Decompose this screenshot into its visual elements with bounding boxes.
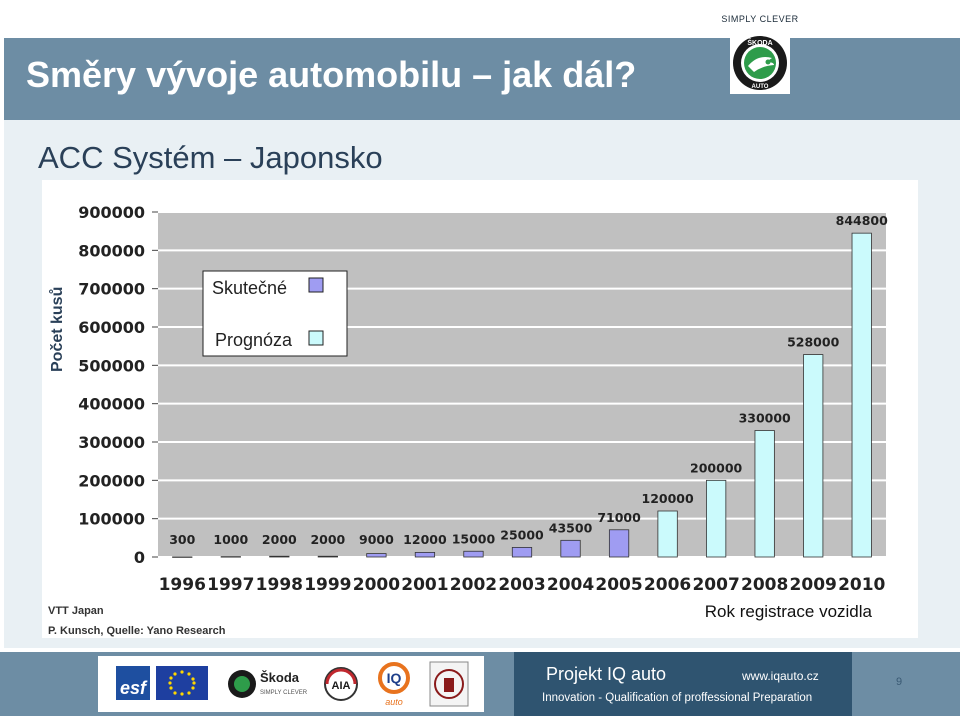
y-tick-label: 300000 bbox=[78, 433, 145, 452]
x-tick-label: 2009 bbox=[790, 575, 837, 595]
bar-layer bbox=[172, 232, 872, 558]
legend-label: Skutečné bbox=[212, 278, 287, 298]
page-number: 9 bbox=[896, 676, 903, 688]
project-tagline: Innovation - Qualification of proffessio… bbox=[542, 692, 813, 704]
legend-swatch bbox=[308, 330, 324, 346]
bar-2001 bbox=[414, 552, 436, 558]
data-label: 300 bbox=[169, 532, 195, 547]
bar-1997 bbox=[220, 556, 241, 558]
header-bar: Směry vývoje automobilu – jak dál? bbox=[4, 38, 960, 120]
bar-1996 bbox=[172, 556, 193, 558]
eu-flag-icon bbox=[156, 666, 208, 700]
partner-logos: esf Škoda SIMPLY CLEVER AIA bbox=[98, 656, 484, 712]
x-tick-label: 2005 bbox=[595, 575, 642, 595]
label-layer: 1996300199710001998200019992000200090002… bbox=[159, 213, 889, 595]
y-tick-label: 500000 bbox=[78, 356, 145, 375]
data-label: 2000 bbox=[310, 532, 345, 547]
source-note-2: P. Kunsch, Quelle: Yano Research bbox=[48, 625, 226, 637]
x-tick-label: 2010 bbox=[838, 575, 885, 595]
logo-top-text: ŠKODA bbox=[747, 38, 772, 47]
slide-subtitle: ACC Systém – Japonsko bbox=[38, 140, 383, 175]
y-tick-label: 800000 bbox=[78, 241, 145, 260]
legend-label: Prognóza bbox=[215, 330, 293, 350]
iq-auto-logo: IQ auto bbox=[378, 662, 410, 707]
y-tick-label: 600000 bbox=[78, 318, 145, 337]
bar-1998 bbox=[269, 555, 290, 558]
data-label: 1000 bbox=[213, 532, 248, 547]
legend: Skutečné Prognóza bbox=[202, 270, 348, 357]
bar-2005 bbox=[608, 529, 630, 558]
x-tick-label: 1996 bbox=[159, 575, 206, 595]
x-tick-label: 2008 bbox=[741, 575, 788, 595]
skoda-small-logo: Škoda SIMPLY CLEVER bbox=[228, 670, 308, 698]
x-tick-label: 2003 bbox=[498, 575, 545, 595]
data-label: 9000 bbox=[359, 532, 394, 547]
data-label: 120000 bbox=[642, 491, 694, 506]
logo-bottom-text: AUTO bbox=[752, 84, 769, 90]
bar-2008 bbox=[754, 430, 775, 558]
bar-2009 bbox=[803, 354, 824, 558]
footer-bar: esf Škoda SIMPLY CLEVER AIA bbox=[0, 652, 960, 716]
data-label: 528000 bbox=[787, 335, 839, 350]
project-name: Projekt IQ auto bbox=[546, 664, 667, 684]
plot-layer bbox=[158, 211, 886, 558]
x-tick-label: 2007 bbox=[692, 575, 739, 595]
y-tick-label: 400000 bbox=[78, 395, 145, 414]
bar-2007 bbox=[706, 479, 727, 558]
data-label: 25000 bbox=[500, 527, 544, 542]
data-label: 2000 bbox=[262, 532, 297, 547]
x-tick-label: 1998 bbox=[256, 575, 303, 595]
slogan: SIMPLY CLEVER bbox=[721, 14, 799, 24]
bar-1999 bbox=[317, 555, 338, 558]
x-tick-label: 2001 bbox=[401, 575, 448, 595]
plot-area bbox=[158, 212, 886, 557]
skoda-small-name: Škoda bbox=[260, 670, 300, 685]
bar-2002 bbox=[463, 550, 484, 558]
legend-swatch bbox=[308, 277, 324, 293]
bar-2006 bbox=[657, 510, 678, 558]
data-label: 200000 bbox=[690, 460, 742, 475]
iq-text: IQ bbox=[387, 670, 402, 686]
x-tick-label: 2000 bbox=[353, 575, 400, 595]
x-tick-label: 1997 bbox=[207, 575, 254, 595]
skoda-logo: ŠKODA AUTO bbox=[728, 32, 792, 94]
data-label: 330000 bbox=[739, 411, 791, 426]
footer-project-box: Projekt IQ auto www.iqauto.cz Innovation… bbox=[514, 652, 852, 716]
aia-logo: AIA bbox=[324, 667, 358, 701]
bar-2003 bbox=[511, 547, 533, 558]
y-tick-label: 900000 bbox=[78, 203, 145, 222]
x-tick-label: 1999 bbox=[304, 575, 351, 595]
data-label: 12000 bbox=[403, 532, 447, 547]
bar-2000 bbox=[366, 553, 387, 558]
y-tick-label: 700000 bbox=[78, 280, 145, 299]
source-note-1: VTT Japan bbox=[48, 605, 104, 617]
project-website[interactable]: www.iqauto.cz bbox=[742, 669, 819, 683]
tick-layer: 0 100000 200000 300000 400000 500000 600000 700… bbox=[78, 203, 158, 567]
bar-2004 bbox=[560, 539, 581, 558]
data-label: 15000 bbox=[452, 531, 496, 546]
esf-text: esf bbox=[120, 678, 148, 698]
skoda-small-sub: SIMPLY CLEVER bbox=[260, 690, 308, 696]
university-seal-icon bbox=[429, 661, 469, 707]
slide-title: Směry vývoje automobilu – jak dál? bbox=[26, 54, 637, 95]
data-label: 43500 bbox=[549, 520, 593, 535]
x-axis-label: Rok registrace vozidla bbox=[705, 602, 873, 621]
y-tick-label: 100000 bbox=[78, 510, 145, 529]
x-tick-label: 2006 bbox=[644, 575, 691, 595]
data-label: 844800 bbox=[836, 213, 888, 228]
bar-2010 bbox=[851, 232, 872, 558]
x-tick-label: 2004 bbox=[547, 575, 594, 595]
x-tick-label: 2002 bbox=[450, 575, 497, 595]
y-tick-label: 200000 bbox=[78, 471, 145, 490]
aia-text: AIA bbox=[332, 680, 351, 692]
y-axis-label: Počet kusů bbox=[49, 286, 66, 372]
esf-logo: esf bbox=[116, 666, 150, 700]
iq-sub: auto bbox=[385, 697, 403, 707]
y-tick-label: 0 bbox=[134, 548, 145, 567]
data-label: 71000 bbox=[597, 510, 641, 525]
